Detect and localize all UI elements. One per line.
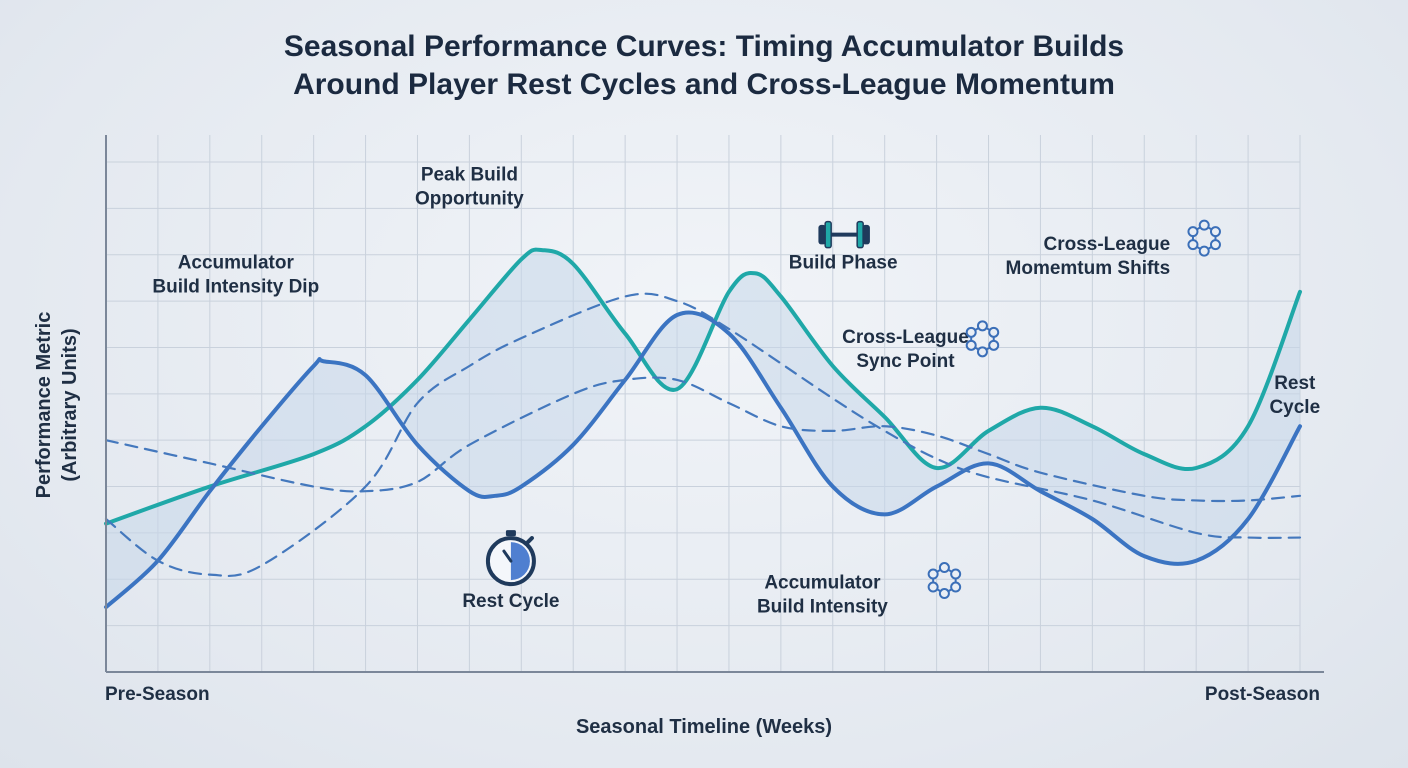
chart-title: Seasonal Performance Curves: Timing Accu… <box>0 28 1408 104</box>
annotation-text: Opportunity <box>415 189 524 210</box>
annotation-text: Rest Cycle <box>462 591 559 612</box>
dashed-series-line-4 <box>104 376 1302 503</box>
annotation-text: Sync Point <box>856 351 955 372</box>
annotation-text: Build Intensity Dip <box>152 277 319 298</box>
solid-series-line-1 <box>104 247 1302 526</box>
network-icon <box>965 320 1000 358</box>
dashed-series-line-3 <box>104 292 1302 578</box>
annotation-2: Accumulator Build Intensity Dip <box>152 253 319 298</box>
series-band-fill <box>106 249 1300 608</box>
y-axis-label: Performance Metric (Arbitrary Units) <box>33 312 81 499</box>
annotation-text: Rest <box>1274 373 1316 394</box>
annotation-3: Build Phase <box>789 220 898 274</box>
annotation-6: Rest Cycle <box>1269 373 1320 418</box>
x-axis-label: Seasonal Timeline (Weeks) <box>576 716 832 738</box>
annotation-text: Cross-League <box>842 327 969 348</box>
stopwatch-icon <box>485 530 536 587</box>
annotation-text: Momemtum Shifts <box>1006 258 1171 279</box>
chart-title-line-1: Seasonal Performance Curves: Timing Accu… <box>283 30 1125 63</box>
chart-annotations: Peak Build Opportunity Accumulator Build In… <box>152 165 1320 618</box>
network-icon <box>927 562 962 600</box>
annotation-7: Rest Cycle <box>462 530 560 612</box>
y-axis-label-line-1: Performance Metric <box>33 312 55 499</box>
annotation-text: Cross-League <box>1044 234 1171 255</box>
annotation-text: Peak Build <box>421 165 518 186</box>
annotation-8: Accumulator Build Intensity <box>757 562 962 618</box>
solid-series-line-2 <box>104 310 1302 610</box>
x-tick-pre-season: Pre-Season <box>105 684 210 705</box>
annotation-text: Accumulator <box>178 253 295 274</box>
y-axis-label-line-2: (Arbitrary Units) <box>59 328 81 481</box>
network-icon <box>1187 219 1221 257</box>
x-tick-post-season: Post-Season <box>1205 684 1320 705</box>
annotation-4: Cross-League Momemtum Shifts <box>1006 219 1221 279</box>
series-lines <box>104 247 1302 610</box>
annotation-text: Accumulator <box>764 573 881 594</box>
dumbbell-icon <box>818 220 870 249</box>
annotation-text: Cycle <box>1269 397 1320 418</box>
series-fills <box>106 249 1300 608</box>
annotation-1: Peak Build Opportunity <box>415 165 524 210</box>
annotation-5: Cross-League Sync Point <box>842 320 1000 372</box>
annotation-text: Build Phase <box>789 253 898 274</box>
annotation-text: Build Intensity <box>757 597 888 618</box>
chart-title-line-2: Around Player Rest Cycles and Cross-Leag… <box>293 68 1115 101</box>
chart-axes <box>105 135 1324 673</box>
